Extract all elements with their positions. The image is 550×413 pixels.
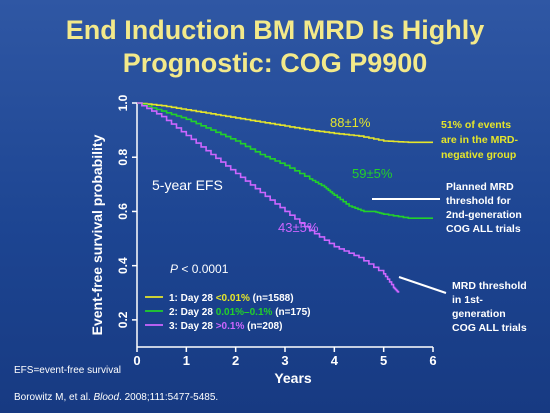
citation-journal: Blood <box>93 392 120 403</box>
citation-rest: . 2008;111:5477-5485. <box>119 392 219 403</box>
y-tick-label: 0.2 <box>116 311 130 328</box>
series-2-line <box>137 102 433 219</box>
p-value-symbol: P <box>170 262 178 276</box>
y-tick-label: 1.0 <box>116 94 130 111</box>
x-tick-label: 1 <box>183 353 190 368</box>
legend-entry-2: 2: Day 28 0.01%–0.1% (n=175) <box>169 307 311 318</box>
x-axis-label: Years <box>274 370 312 386</box>
slide-title: End Induction BM MRD Is Highly Prognosti… <box>0 14 550 80</box>
planned-mrd-note-line: Planned MRD <box>446 181 514 193</box>
x-tick-label: 3 <box>281 353 288 368</box>
legend-entry-1-part-3: (n=1588) <box>250 293 294 304</box>
series-2-efs-label: 59±5% <box>352 166 393 181</box>
mrd-threshold-note-line: MRD threshold <box>452 280 527 292</box>
legend-entry-2-part-3: (n=175) <box>272 307 310 318</box>
series-3-line <box>137 102 400 293</box>
legend-entry-1-part-2: <0.01% <box>216 293 250 304</box>
planned-mrd-note-line: 2nd-generation <box>446 209 522 221</box>
events-note-line: negative group <box>441 149 516 161</box>
citation: Borowitz M, et al. Blood. 2008;111:5477-… <box>14 392 218 403</box>
x-tick-label: 6 <box>429 353 436 368</box>
slide-title-line1: End Induction BM MRD Is Highly <box>65 15 485 45</box>
slide-title-line2: Prognostic: COG P9900 <box>122 48 428 78</box>
events-note-line: 51% of events <box>441 119 511 131</box>
series-3-efs-label: 43±5% <box>278 220 319 235</box>
y-axis-label: Event-free survival probability <box>89 134 105 335</box>
mrd-threshold-note-line: in 1st- <box>452 294 483 306</box>
mrd-threshold-pointer <box>398 276 447 294</box>
legend-entry-3-part-1: 3: Day 28 <box>169 321 216 332</box>
legend-entry-2-part-2: 0.01%–0.1% <box>216 307 273 318</box>
mrd-threshold-note-line: COG ALL trials <box>452 322 527 334</box>
efs-label: 5-year EFS <box>152 177 223 193</box>
planned-mrd-note-line: threshold for <box>446 195 511 207</box>
legend-entry-1-part-1: 1: Day 28 <box>169 293 216 304</box>
p-value-label: P < 0.0001 <box>170 262 229 276</box>
p-value-number: < 0.0001 <box>178 262 229 276</box>
series-1-line <box>137 102 433 144</box>
x-tick-label: 5 <box>380 353 387 368</box>
citation-author: Borowitz M, et al. <box>14 392 94 403</box>
x-tick-label: 0 <box>133 353 140 368</box>
series-1-efs-label: 88±1% <box>330 115 371 130</box>
y-tick-label: 0.4 <box>116 257 130 274</box>
y-tick-label: 0.8 <box>116 149 130 166</box>
legend-entry-1: 1: Day 28 <0.01% (n=1588) <box>169 293 294 304</box>
legend-entry-3-part-3: (n=208) <box>244 321 282 332</box>
x-tick-label: 2 <box>232 353 239 368</box>
x-tick-label: 4 <box>331 353 339 368</box>
legend-entry-2-part-1: 2: Day 28 <box>169 307 216 318</box>
mrd-threshold-note-line: generation <box>452 308 506 320</box>
y-tick-label: 0.6 <box>116 203 130 220</box>
legend-entry-3-part-2: >0.1% <box>216 321 245 332</box>
legend-entry-3: 3: Day 28 >0.1% (n=208) <box>169 321 282 332</box>
planned-mrd-note-line: COG ALL trials <box>446 223 521 235</box>
footnote: EFS=event-free survival <box>14 365 121 376</box>
events-note-line: are in the MRD- <box>441 134 519 146</box>
